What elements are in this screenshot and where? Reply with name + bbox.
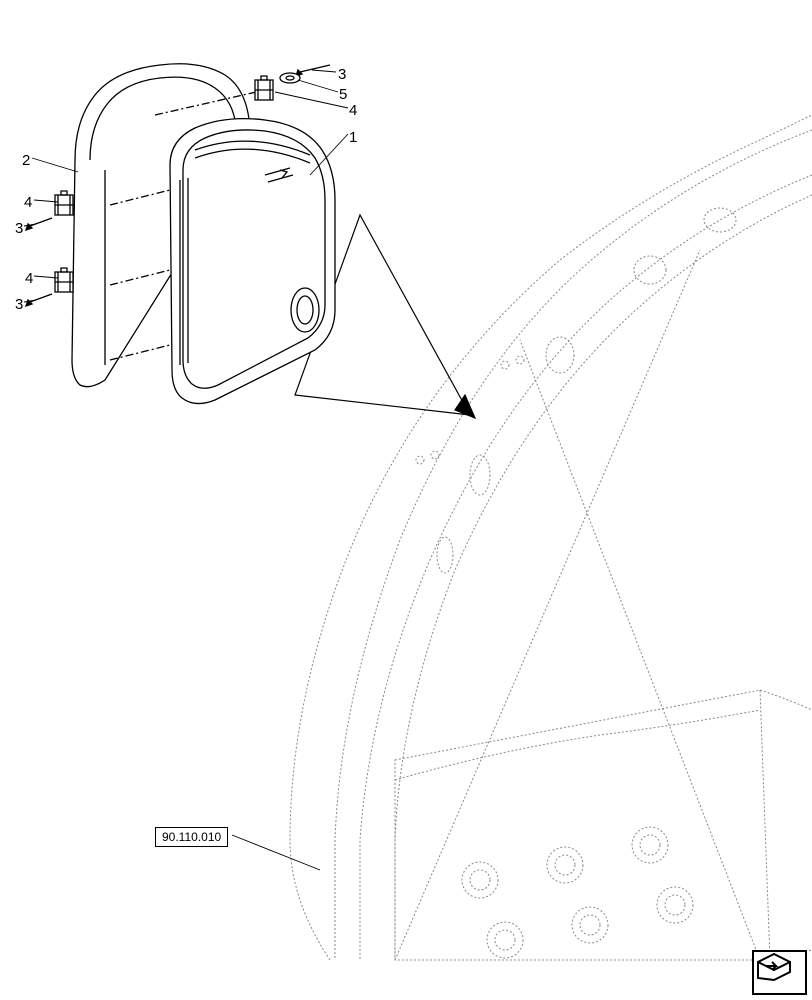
callout-3b: 3	[15, 220, 23, 237]
callout-3a: 3	[338, 66, 346, 83]
callout-3c: 3	[15, 296, 23, 313]
parts-diagram: 1 2 3 3 3 4 4 4 5 90.110.010	[0, 0, 812, 1000]
callout-1: 1	[349, 129, 357, 146]
callout-2: 2	[22, 152, 30, 169]
arrow-box-icon	[754, 952, 792, 982]
callout-4a: 4	[349, 102, 357, 119]
reference-box: 90.110.010	[155, 827, 228, 847]
page-icon	[752, 950, 807, 995]
callout-4c: 4	[25, 270, 33, 287]
callout-4b: 4	[24, 194, 32, 211]
callout-5: 5	[339, 86, 347, 103]
diagram-svg	[0, 0, 812, 1000]
